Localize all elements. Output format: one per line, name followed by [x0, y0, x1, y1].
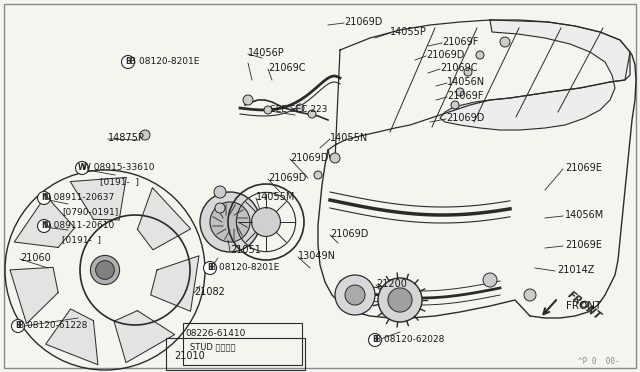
Text: 21069F: 21069F — [447, 91, 483, 101]
Text: 08226-61410: 08226-61410 — [185, 328, 245, 337]
Circle shape — [38, 219, 51, 232]
Text: B 08120-8201E: B 08120-8201E — [130, 58, 200, 67]
Circle shape — [330, 153, 340, 163]
Text: [0790-0191]: [0790-0191] — [62, 208, 118, 217]
Circle shape — [388, 288, 412, 312]
Circle shape — [76, 161, 88, 174]
Text: 21069F: 21069F — [442, 37, 478, 47]
Polygon shape — [114, 311, 175, 363]
Circle shape — [335, 275, 375, 315]
Text: 21082: 21082 — [194, 287, 225, 297]
Text: 21069D: 21069D — [268, 173, 307, 183]
Text: [0191-  ]: [0191- ] — [100, 177, 139, 186]
Circle shape — [90, 256, 120, 285]
Text: 14875P: 14875P — [108, 133, 145, 143]
Text: 21069D: 21069D — [426, 50, 465, 60]
Circle shape — [95, 261, 115, 279]
Polygon shape — [138, 188, 191, 250]
Text: B: B — [372, 336, 378, 344]
Text: N 08911-20610: N 08911-20610 — [44, 221, 115, 231]
Text: 21014Z: 21014Z — [557, 265, 595, 275]
Circle shape — [378, 278, 422, 322]
Text: 21069E: 21069E — [565, 163, 602, 173]
Circle shape — [204, 262, 216, 275]
Text: B: B — [125, 58, 131, 67]
Circle shape — [456, 88, 464, 96]
Text: 21060: 21060 — [20, 253, 51, 263]
Circle shape — [215, 203, 225, 213]
Polygon shape — [150, 256, 199, 311]
Text: STUD スタッド: STUD スタッド — [190, 343, 236, 352]
Text: 21069D: 21069D — [344, 17, 382, 27]
Text: 14055M: 14055M — [256, 192, 296, 202]
Text: 21069D: 21069D — [446, 113, 484, 123]
Circle shape — [500, 37, 510, 47]
Circle shape — [140, 130, 150, 140]
Polygon shape — [10, 267, 58, 324]
Circle shape — [243, 95, 253, 105]
Text: W: W — [78, 164, 86, 173]
Circle shape — [214, 186, 226, 198]
Text: 21200: 21200 — [376, 279, 407, 289]
Text: 21069E: 21069E — [565, 240, 602, 250]
Text: 21069C: 21069C — [440, 63, 477, 73]
Text: B 08120-62028: B 08120-62028 — [375, 336, 444, 344]
Text: 21051: 21051 — [230, 245, 261, 255]
Text: 14055N: 14055N — [330, 133, 368, 143]
Text: W 08915-33610: W 08915-33610 — [82, 164, 154, 173]
Text: B: B — [207, 263, 213, 273]
Text: N: N — [41, 221, 47, 231]
Polygon shape — [45, 309, 98, 365]
Circle shape — [200, 192, 260, 252]
Circle shape — [476, 51, 484, 59]
Circle shape — [524, 289, 536, 301]
Text: 21069D: 21069D — [330, 229, 369, 239]
Text: 14056M: 14056M — [565, 210, 604, 220]
Text: ^P 0  00-: ^P 0 00- — [579, 357, 620, 366]
Polygon shape — [70, 177, 126, 220]
Text: B 08120-8201E: B 08120-8201E — [210, 263, 280, 273]
Text: 14056N: 14056N — [447, 77, 485, 87]
Circle shape — [345, 285, 365, 305]
Text: N 08911-20637: N 08911-20637 — [44, 193, 115, 202]
Text: 21010: 21010 — [174, 351, 205, 361]
Text: B: B — [15, 321, 21, 330]
Circle shape — [122, 55, 134, 68]
Text: [0191-  ]: [0191- ] — [62, 235, 101, 244]
Circle shape — [314, 171, 322, 179]
Polygon shape — [440, 20, 630, 130]
Text: SEE SEC.223: SEE SEC.223 — [270, 106, 328, 115]
Circle shape — [210, 202, 250, 242]
Circle shape — [464, 68, 472, 76]
Circle shape — [369, 334, 381, 346]
Text: 14056P: 14056P — [248, 48, 285, 58]
Circle shape — [483, 273, 497, 287]
Text: 21069C: 21069C — [268, 63, 305, 73]
Text: B 08120-61228: B 08120-61228 — [18, 321, 88, 330]
Text: 21069D: 21069D — [290, 153, 328, 163]
Circle shape — [252, 208, 280, 237]
Text: 14055P: 14055P — [390, 27, 427, 37]
Circle shape — [296, 104, 304, 112]
Text: 13049N: 13049N — [298, 251, 336, 261]
Text: FRONT: FRONT — [566, 290, 604, 322]
Circle shape — [12, 320, 24, 333]
Circle shape — [451, 101, 459, 109]
Circle shape — [38, 192, 51, 205]
Circle shape — [264, 106, 272, 114]
Text: N: N — [41, 193, 47, 202]
Text: FRONT: FRONT — [566, 301, 601, 311]
Circle shape — [308, 110, 316, 118]
Polygon shape — [14, 196, 75, 247]
